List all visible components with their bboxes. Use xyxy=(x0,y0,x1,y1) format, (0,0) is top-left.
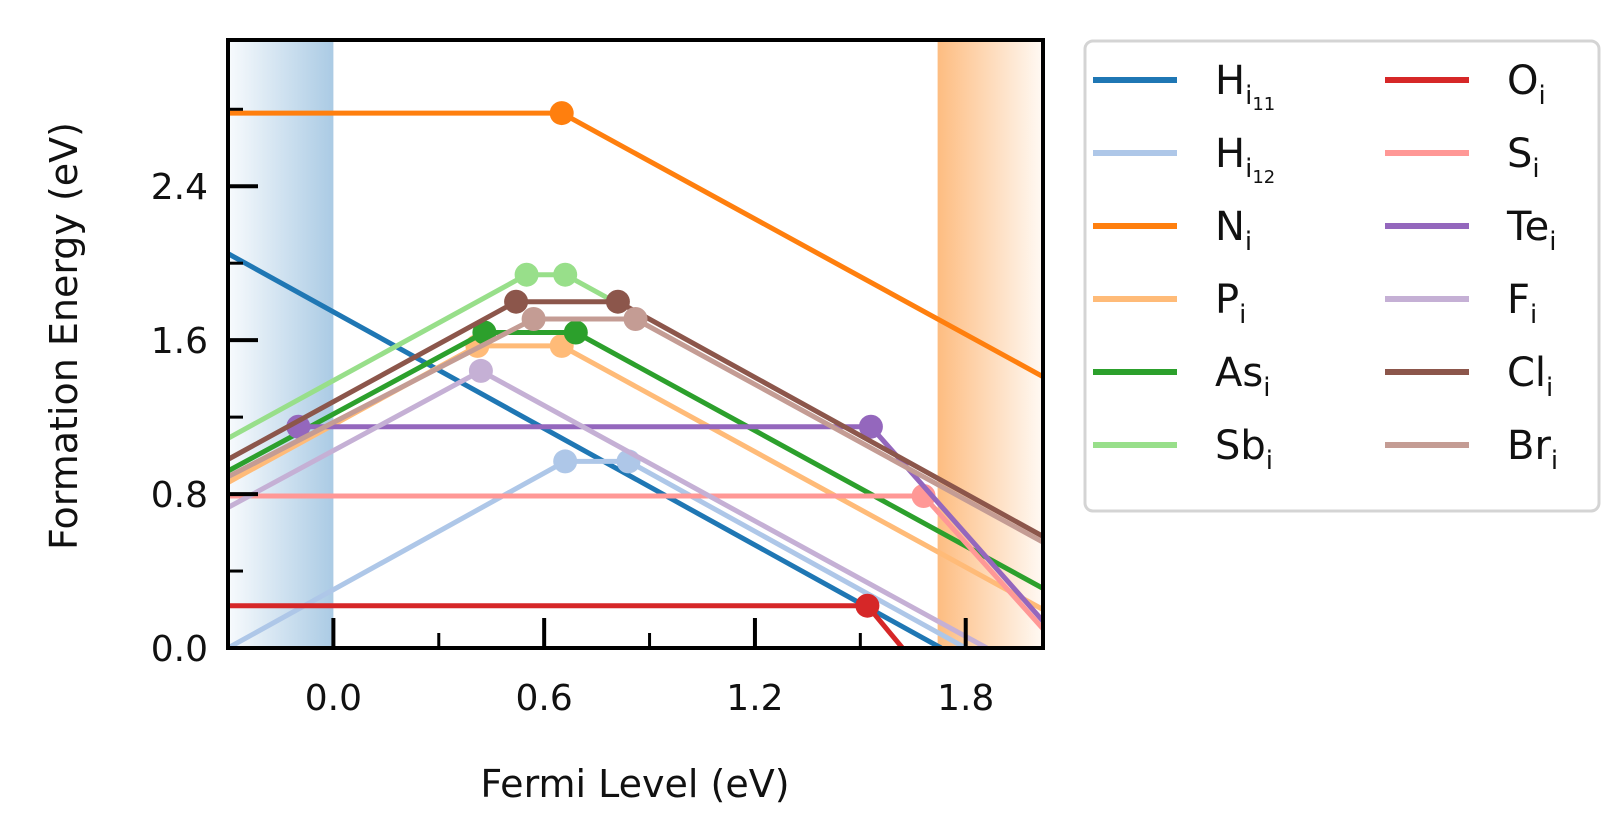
y-tick-label-1: 0.8 xyxy=(151,475,208,516)
x-tick-label-0: 0.0 xyxy=(305,678,362,719)
x-axis-label: Fermi Level (eV) xyxy=(480,762,789,806)
series-marker-9-0 xyxy=(468,358,493,383)
legend-label-4: Asi xyxy=(1215,350,1270,403)
legend-label-0: Hi11 xyxy=(1215,58,1275,115)
series-marker-5-1 xyxy=(553,262,578,287)
legend-label-1: Hi12 xyxy=(1215,131,1275,188)
conduction-band-region xyxy=(937,40,1043,648)
series-line-0 xyxy=(228,251,943,648)
series-marker-11-1 xyxy=(623,307,648,331)
series-marker-1-0 xyxy=(553,449,578,474)
legend-label-11: Bri xyxy=(1507,423,1558,476)
series-marker-6-0 xyxy=(855,593,880,618)
y-axis-label: Formation Energy (eV) xyxy=(42,122,86,550)
series-marker-8-0 xyxy=(286,414,311,439)
y-tick-label-2: 1.6 xyxy=(151,321,208,362)
series-line-2 xyxy=(228,110,1043,379)
series-marker-10-0 xyxy=(504,289,529,314)
legend-label-9: Fi xyxy=(1507,277,1537,330)
legend: Hi11 Hi12 Ni Pi Asi Sbi Oi Si Tei Fi Cli Bri xyxy=(1083,39,1601,513)
y-tick-label-0: 0.0 xyxy=(151,629,208,670)
band-regions xyxy=(228,40,1043,648)
series-marker-5-0 xyxy=(514,262,539,287)
series-marker-8-1 xyxy=(858,414,883,439)
legend-label-7: Si xyxy=(1507,131,1540,184)
series-line-1 xyxy=(228,458,967,648)
valence-band-region xyxy=(228,40,334,648)
series-line-7 xyxy=(228,493,1043,631)
legend-label-3: Pi xyxy=(1215,277,1246,330)
axis-ticks xyxy=(228,107,968,650)
legend-box xyxy=(1083,39,1601,513)
legend-entries: Hi11 Hi12 Ni Pi Asi Sbi Oi Si Tei Fi Cli Bri xyxy=(1093,58,1558,476)
legend-label-10: Cli xyxy=(1507,350,1553,403)
axis-tick-labels: 0.0 0.6 1.2 1.8 0.0 0.8 1.6 2.4 xyxy=(151,167,995,719)
series-marker-2-0 xyxy=(549,101,574,126)
series-line-10 xyxy=(228,299,1043,539)
legend-label-5: Sbi xyxy=(1215,423,1273,476)
series-marker-10-1 xyxy=(605,289,630,314)
series-line-5 xyxy=(228,272,616,441)
y-tick-label-3: 2.4 xyxy=(151,167,208,208)
legend-label-2: Ni xyxy=(1215,204,1252,257)
x-tick-label-2: 1.2 xyxy=(726,678,783,719)
series-line-11 xyxy=(228,316,1043,545)
legend-label-6: Oi xyxy=(1507,58,1546,111)
series-line-8 xyxy=(298,424,1043,623)
series-marker-4-1 xyxy=(563,320,588,345)
series-layer xyxy=(228,101,1043,648)
x-tick-label-1: 0.6 xyxy=(516,678,573,719)
x-tick-label-3: 1.8 xyxy=(937,678,994,719)
series-line-4 xyxy=(228,330,1043,591)
plot-frame xyxy=(226,38,1045,650)
series-marker-11-0 xyxy=(521,307,546,331)
legend-label-8: Tei xyxy=(1506,204,1556,257)
